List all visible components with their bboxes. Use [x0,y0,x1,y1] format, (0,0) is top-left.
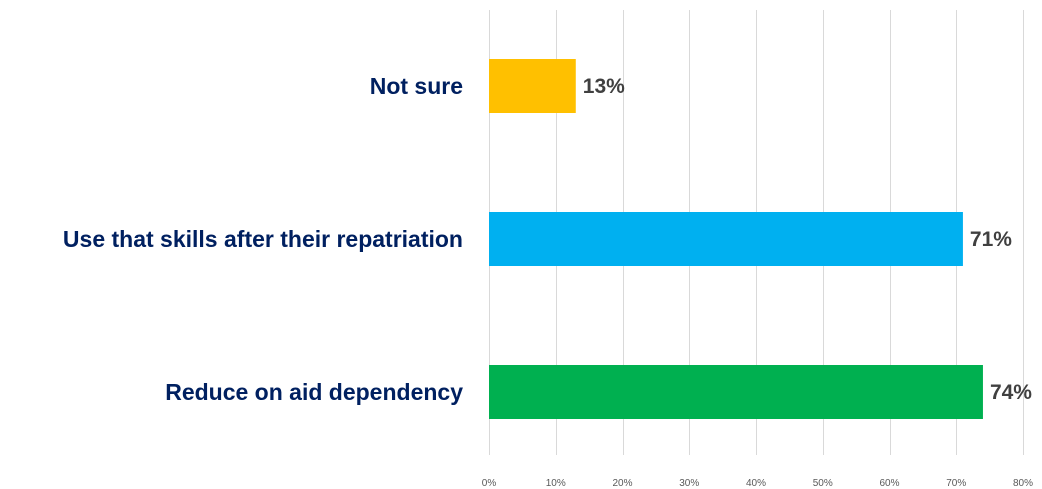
category-label: Reduce on aid dependency [165,379,463,405]
value-label: 13% [583,75,625,98]
x-axis-tick-labels: 0% 10% 20% 30% 40% 50% 60% 70% 80% [482,478,1033,489]
x-tick-label: 40% [746,478,766,489]
x-tick-label: 10% [546,478,566,489]
x-tick-label: 80% [1013,478,1033,489]
x-tick-label: 50% [813,478,833,489]
x-tick-label: 30% [679,478,699,489]
x-tick-label: 60% [879,478,899,489]
bar [489,365,983,419]
x-tick-label: 20% [612,478,632,489]
value-label: 74% [990,381,1032,404]
x-tick-label: 0% [482,478,497,489]
category-label: Not sure [370,73,463,99]
value-label: 71% [970,228,1012,251]
category-label: Use that skills after their repatriation [63,226,463,252]
bar [489,212,963,266]
category-labels: Not sure Use that skills after their repa… [63,73,463,405]
bars [489,59,983,419]
bar [489,59,576,113]
value-labels: 13% 71% 74% [583,75,1033,404]
x-tick-label: 70% [946,478,966,489]
